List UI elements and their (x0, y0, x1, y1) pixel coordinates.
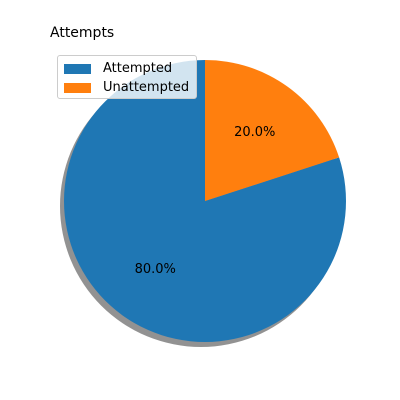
legend-label-attempted: Attempted (103, 61, 173, 76)
legend-swatch-unattempted (64, 82, 91, 93)
legend-label-unattempted: Unattempted (103, 80, 190, 95)
pie-label-unattempted: 20.0% (234, 125, 275, 140)
legend-swatch-attempted (64, 63, 91, 74)
pie-label-attempted: 80.0% (135, 262, 176, 277)
legend-entry-attempted: Attempted (64, 59, 190, 78)
pie-slice-attempted (63, 60, 346, 342)
legend: Attempted Unattempted (57, 55, 197, 99)
legend-entry-unattempted: Unattempted (64, 78, 190, 97)
pie-slice-unattempted (205, 60, 340, 201)
chart-title: Attempts (50, 25, 115, 41)
